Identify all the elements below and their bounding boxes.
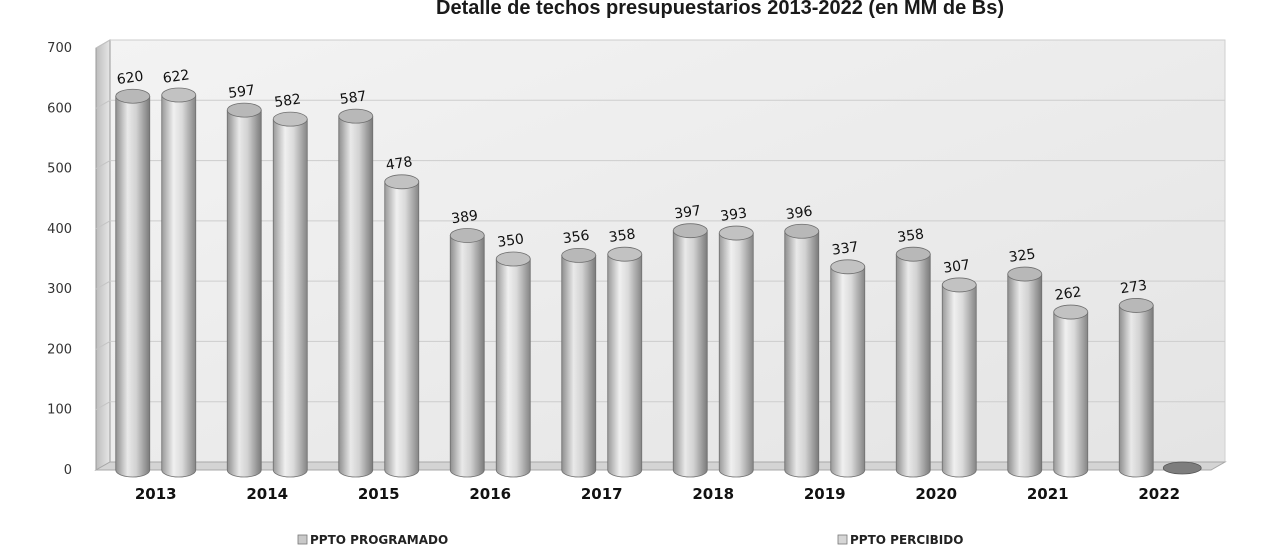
data-label: 620 bbox=[116, 68, 145, 88]
data-label: 358 bbox=[896, 226, 925, 246]
x-tick-label: 2016 bbox=[469, 485, 511, 503]
gridline-side bbox=[95, 280, 111, 290]
bar-percibido-2014 bbox=[272, 118, 308, 478]
y-tick-label: 500 bbox=[47, 162, 72, 177]
bar-percibido-2019 bbox=[830, 266, 866, 478]
y-axis: 0 100 200 300 400 500 600 700 bbox=[47, 41, 72, 478]
data-label: 262 bbox=[1054, 284, 1083, 304]
data-label: 393 bbox=[719, 205, 748, 225]
gridline-side bbox=[95, 39, 111, 49]
bar-top bbox=[561, 247, 597, 263]
bar-top bbox=[115, 88, 151, 104]
bar-top bbox=[226, 102, 262, 118]
x-axis: 2013 2014 2015 2016 2017 2018 2019 2020 2021 2022 bbox=[135, 485, 1180, 503]
bar-top bbox=[607, 246, 643, 262]
bar-top bbox=[1007, 266, 1043, 282]
bar-programado-2022 bbox=[1118, 305, 1154, 478]
bar-programado-2020 bbox=[895, 253, 931, 478]
bar-top bbox=[495, 251, 531, 267]
bar-top bbox=[830, 259, 866, 275]
bar-top bbox=[1053, 304, 1089, 320]
bar-top bbox=[672, 223, 708, 239]
data-label: 356 bbox=[562, 228, 591, 248]
legend: PPTO PROGRAMADO PPTO PERCIBIDO bbox=[297, 533, 963, 547]
bar-top bbox=[338, 108, 374, 124]
gridline-side bbox=[95, 160, 111, 170]
bar-percibido-2016 bbox=[495, 258, 531, 478]
bar-percibido-2017 bbox=[607, 253, 643, 478]
data-label: 350 bbox=[496, 231, 525, 251]
chart-title: Detalle de techos presupuestarios 2013-2… bbox=[436, 0, 1004, 19]
data-label: 597 bbox=[227, 82, 256, 102]
data-label: 325 bbox=[1008, 246, 1037, 266]
legend-label: PPTO PERCIBIDO bbox=[850, 533, 963, 547]
data-label: 582 bbox=[273, 91, 302, 111]
y-tick-label: 700 bbox=[47, 41, 72, 56]
bar-programado-2019 bbox=[784, 230, 820, 478]
data-label: 587 bbox=[339, 88, 368, 108]
y-tick-label: 100 bbox=[47, 403, 72, 418]
bar-top bbox=[941, 277, 977, 293]
x-tick-label: 2013 bbox=[135, 485, 177, 503]
x-tick-label: 2022 bbox=[1138, 485, 1180, 503]
y-tick-label: 400 bbox=[47, 222, 72, 237]
bar-percibido-2013 bbox=[161, 94, 197, 478]
data-label: 478 bbox=[385, 154, 414, 174]
data-label: 622 bbox=[162, 67, 191, 87]
x-tick-label: 2019 bbox=[804, 485, 846, 503]
bar-programado-2021 bbox=[1007, 273, 1043, 478]
bar-percibido-2021 bbox=[1053, 311, 1089, 478]
bar-programado-2014 bbox=[226, 109, 262, 478]
x-tick-label: 2015 bbox=[358, 485, 400, 503]
x-tick-label: 2020 bbox=[915, 485, 957, 503]
bar-programado-2013 bbox=[115, 95, 151, 478]
x-tick-label: 2017 bbox=[581, 485, 623, 503]
bar-top bbox=[272, 111, 308, 127]
bar-programado-2015 bbox=[338, 115, 374, 478]
bar-percibido-2022 bbox=[1162, 461, 1202, 475]
bar-programado-2018 bbox=[672, 230, 708, 478]
data-label: 273 bbox=[1119, 278, 1148, 298]
data-label: 389 bbox=[450, 208, 479, 228]
data-label: 358 bbox=[608, 226, 637, 246]
data-label: 396 bbox=[785, 204, 814, 224]
data-label: 337 bbox=[831, 239, 860, 259]
data-labels: 620 622 597 582 587 478 389 350 356 358 397 393 396 3… bbox=[116, 67, 1148, 304]
bar-percibido-2015 bbox=[384, 181, 420, 478]
bar-top bbox=[1118, 298, 1154, 313]
data-label: 307 bbox=[942, 257, 971, 277]
gridline-side bbox=[95, 401, 111, 411]
y-tick-label: 600 bbox=[47, 101, 72, 116]
bar-top bbox=[161, 87, 197, 103]
bar-percibido-2018 bbox=[718, 232, 754, 478]
y-tick-label: 0 bbox=[64, 463, 72, 478]
bar-top bbox=[718, 225, 754, 241]
gridline-side bbox=[95, 99, 111, 109]
bar-programado-2016 bbox=[449, 235, 485, 478]
gridline-side bbox=[95, 340, 111, 350]
x-tick-label: 2014 bbox=[246, 485, 288, 503]
gridline-side bbox=[95, 220, 111, 230]
bar-top bbox=[449, 228, 485, 243]
y-tick-label: 300 bbox=[47, 282, 72, 297]
bar-programado-2017 bbox=[561, 254, 597, 478]
bar-top bbox=[384, 174, 420, 190]
bar-top bbox=[895, 246, 931, 262]
legend-swatch bbox=[837, 534, 848, 545]
bars bbox=[115, 87, 1202, 478]
legend-label: PPTO PROGRAMADO bbox=[310, 533, 448, 547]
bar-percibido-2020 bbox=[941, 284, 977, 478]
legend-swatch bbox=[297, 534, 308, 545]
y-tick-label: 200 bbox=[47, 342, 72, 357]
bar-top bbox=[784, 223, 820, 239]
data-label: 397 bbox=[673, 203, 702, 223]
x-tick-label: 2021 bbox=[1027, 485, 1069, 503]
x-tick-label: 2018 bbox=[692, 485, 734, 503]
